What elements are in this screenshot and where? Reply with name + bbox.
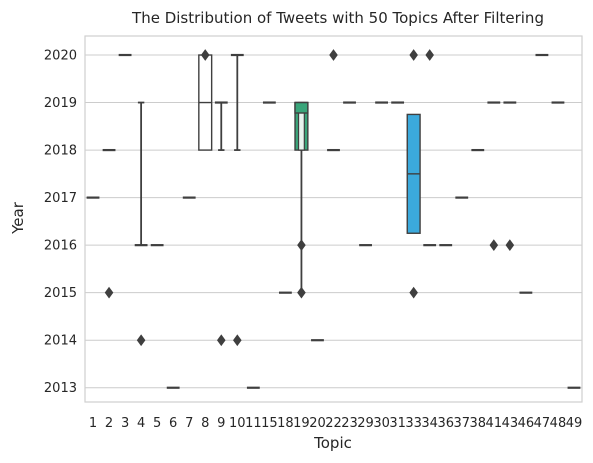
box-topic-9 <box>214 101 228 347</box>
x-tick-label: 34 <box>421 416 438 431</box>
box-topic-41 <box>487 101 501 252</box>
x-tick-label: 37 <box>453 416 470 431</box>
y-tick-label: 2017 <box>44 191 77 206</box>
outlier-point <box>425 49 434 61</box>
x-tick-label: 49 <box>566 416 583 431</box>
x-tick-label: 47 <box>534 416 551 431</box>
x-tick-label: 33 <box>405 416 422 431</box>
outlier-point <box>297 239 306 252</box>
x-tick-label: 36 <box>437 416 454 431</box>
outlier-point <box>489 239 499 252</box>
x-tick-label: 20 <box>309 416 326 431</box>
outlier-point <box>200 49 210 61</box>
x-tick-label: 29 <box>357 416 374 431</box>
box-topic-33 <box>406 49 421 299</box>
x-tick-label: 2 <box>105 416 113 431</box>
x-tick-label: 46 <box>518 416 535 431</box>
outlier-point <box>409 286 418 299</box>
y-tick-label: 2018 <box>44 144 77 159</box>
box-topic-34 <box>423 49 437 247</box>
box-topic-8 <box>198 49 213 151</box>
y-tick-label: 2013 <box>44 381 77 396</box>
y-tick-labels: 2013 2014 2015 2016 2017 2018 2019 2020 <box>44 49 77 397</box>
x-tick-label: 23 <box>341 416 358 431</box>
plot-frame <box>84 35 583 403</box>
box-topic-19-overlay <box>294 101 309 151</box>
box-body-upper <box>294 101 309 114</box>
x-tick-label: 38 <box>470 416 487 431</box>
y-gridlines <box>85 54 582 389</box>
chart-title: The Distribution of Tweets with 50 Topic… <box>131 9 544 27</box>
box-topic-22 <box>327 49 340 152</box>
outlier-point <box>409 49 418 61</box>
x-tick-label: 22 <box>325 416 342 431</box>
y-tick-label: 2019 <box>44 96 77 111</box>
x-tick-label: 43 <box>502 416 519 431</box>
plot-area <box>86 49 581 389</box>
x-tick-label: 15 <box>261 416 278 431</box>
outlier-point <box>297 286 306 299</box>
y-tick-label: 2015 <box>44 286 77 301</box>
box-topic-4 <box>134 101 148 347</box>
box-topic-10 <box>230 53 244 347</box>
outlier-point <box>505 239 515 252</box>
x-tick-label: 6 <box>169 416 177 431</box>
x-tick-label: 18 <box>277 416 294 431</box>
x-tick-label: 11 <box>245 416 262 431</box>
box-topic-43 <box>503 101 517 252</box>
outlier-point <box>104 286 114 299</box>
x-tick-label: 9 <box>217 416 225 431</box>
x-tick-label: 48 <box>550 416 567 431</box>
x-tick-labels: 1 2 3 4 5 6 7 8 9 10 11 15 18 19 20 22 23 29 30 31 33 34 36 37 3… <box>89 416 582 431</box>
y-tick-label: 2020 <box>44 49 77 64</box>
y-tick-label: 2016 <box>44 239 77 254</box>
x-tick-label: 10 <box>229 416 246 431</box>
x-tick-label: 31 <box>389 416 406 431</box>
box-topic-2 <box>102 148 116 299</box>
outlier-point <box>216 334 226 347</box>
outlier-point <box>136 334 146 347</box>
x-tick-label: 19 <box>293 416 310 431</box>
x-tick-label: 7 <box>185 416 193 431</box>
x-tick-label: 4 <box>137 416 145 431</box>
x-tick-label: 5 <box>153 416 161 431</box>
outlier-point <box>329 49 338 61</box>
y-axis-label: Year <box>9 201 27 235</box>
x-tick-label: 3 <box>121 416 129 431</box>
x-tick-label: 30 <box>373 416 390 431</box>
x-axis-label: Topic <box>313 434 352 452</box>
outlier-point <box>233 334 242 347</box>
x-tick-label: 1 <box>89 416 97 431</box>
x-tick-label: 41 <box>486 416 503 431</box>
y-tick-label: 2014 <box>44 334 77 349</box>
x-tick-label: 8 <box>201 416 209 431</box>
